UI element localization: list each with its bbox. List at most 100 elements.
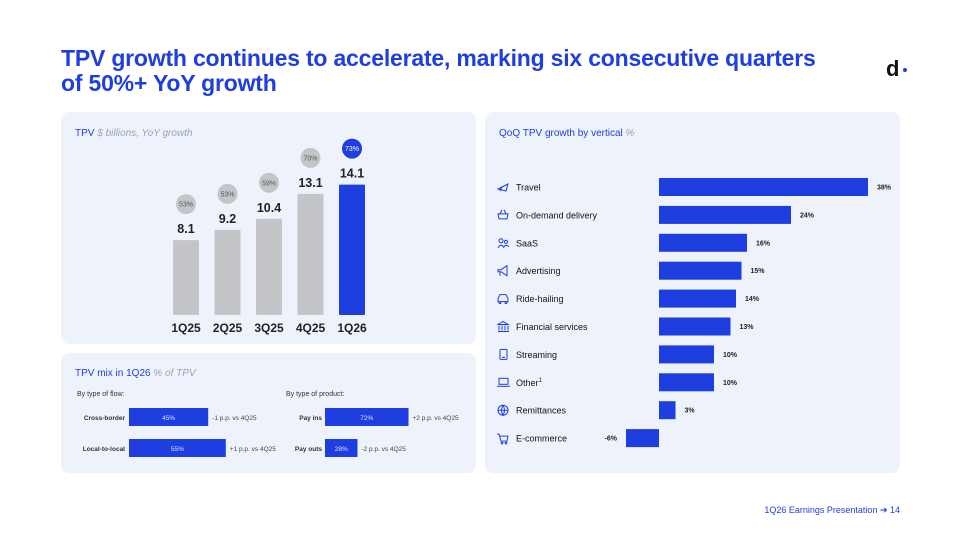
laptop-icon — [497, 377, 510, 387]
qoq-card-label: QoQ TPV growth by vertical % — [499, 128, 634, 139]
megaphone-icon — [497, 264, 508, 277]
tpv-sublabel: $ billions, YoY growth — [97, 128, 193, 139]
tpv-category-label: 1Q25 — [171, 321, 201, 335]
qoq-bar — [659, 401, 676, 420]
tpv-value-label: 13.1 — [298, 176, 322, 190]
tpv-category-label: 2Q25 — [213, 321, 243, 335]
cart-icon — [497, 433, 509, 445]
brand-logo: d — [886, 56, 900, 81]
qoq-category-label: Streaming — [516, 350, 557, 360]
tpv-growth-bubble — [217, 183, 238, 204]
globe-icon — [497, 404, 509, 417]
qoq-category-label: Ride-hailing — [516, 294, 564, 304]
tpv-bar — [256, 218, 282, 315]
qoq-card: QoQ TPV growth by vertical % Travel 38% On… — [485, 112, 900, 473]
qoq-value-label: 24% — [800, 212, 815, 219]
tpv-growth-label: 70% — [303, 155, 317, 162]
qoq-footnote-marker: 1 — [539, 378, 543, 384]
qoq-category-label: E-commerce — [516, 434, 567, 444]
tpv-growth-bubble — [342, 138, 362, 159]
mix-bar — [325, 408, 409, 426]
tpv-bar — [173, 240, 199, 315]
mix-bar — [325, 439, 358, 457]
tpv-value-label: 9.2 — [219, 212, 236, 226]
tpv-mix-card: TPV mix in 1Q26 % of TPV By type of flow… — [61, 353, 476, 473]
footer-page-label: 1Q26 Earnings Presentation ➔ 14 — [764, 505, 900, 515]
tpv-growth-label: 59% — [262, 180, 276, 187]
people-icon — [497, 238, 510, 249]
tpv-category-label: 4Q25 — [296, 321, 326, 335]
qoq-category-label: Other1 — [516, 378, 543, 388]
mix-change-annotation: +2 p.p. vs 4Q25 — [413, 415, 459, 422]
qoq-value-label: -6% — [605, 436, 618, 443]
qoq-bar — [659, 178, 868, 196]
tpv-bar — [214, 229, 241, 315]
qoq-bar — [659, 233, 747, 252]
phone-icon — [499, 348, 508, 360]
mix-sublabel: % of TPV — [153, 368, 196, 379]
mix-value-label: 55% — [171, 446, 184, 453]
mix-value-label: 72% — [360, 415, 373, 422]
qoq-category-label: On-demand delivery — [516, 210, 598, 220]
mix-card-label: TPV mix in 1Q26 % of TPV — [75, 368, 196, 379]
mix-change-annotation: +1 p.p. vs 4Q25 — [230, 446, 276, 453]
tpv-label: TPV — [75, 128, 95, 139]
qoq-bar — [659, 317, 731, 336]
tpv-value-label: 10.4 — [257, 201, 281, 215]
qoq-category-label: Remittances — [516, 406, 567, 416]
qoq-value-label: 13% — [740, 324, 755, 331]
qoq-value-label: 10% — [723, 380, 738, 387]
tpv-category-label: 3Q25 — [254, 321, 284, 335]
mix-change-annotation: -1 p.p. vs 4Q25 — [212, 415, 257, 422]
qoq-category-label: Advertising — [516, 266, 561, 276]
tpv-value-label: 8.1 — [177, 222, 194, 236]
mix-category-label: Pay ins — [299, 415, 322, 422]
tpv-growth-label: 73% — [345, 146, 359, 153]
tpv-card-label: TPV $ billions, YoY growth — [75, 128, 192, 139]
brand-logo-dot — [903, 68, 907, 72]
slide-title: TPV growth continues to accelerate, mark… — [61, 45, 816, 96]
tpv-card: TPV $ billions, YoY growth 8.1 53% 1Q25 9.2… — [61, 112, 476, 344]
qoq-bar — [659, 205, 791, 224]
qoq-bar — [659, 289, 736, 308]
tpv-growth-bubble — [259, 172, 279, 193]
tpv-value-label: 14.1 — [340, 167, 364, 181]
qoq-bar — [626, 429, 659, 448]
qoq-category-label: Financial services — [516, 322, 588, 332]
flow-heading: By type of flow: — [77, 391, 125, 398]
tpv-category-label: 1Q26 — [337, 321, 367, 335]
mix-value-label: 45% — [162, 415, 175, 422]
mix-bar — [129, 439, 226, 457]
qoq-category-label: Travel — [516, 183, 541, 193]
product-heading: By type of product: — [286, 391, 345, 398]
qoq-value-label: 10% — [723, 352, 738, 359]
qoq-bar — [659, 345, 714, 364]
tpv-bar-chart: 8.1 53% 1Q25 9.2 53% 2Q25 10.4 59% 3Q25 13.1 70% 4Q… — [171, 138, 367, 335]
qoq-value-label: 15% — [751, 268, 766, 275]
car-icon — [497, 294, 509, 305]
bank-icon — [496, 320, 510, 332]
qoq-value-label: 14% — [745, 296, 760, 303]
qoq-value-label: 16% — [756, 240, 771, 247]
plane-icon — [496, 183, 509, 192]
mix-value-label: 28% — [335, 446, 348, 453]
qoq-bar — [659, 261, 742, 280]
qoq-value-label: 38% — [877, 185, 892, 192]
qoq-label: QoQ TPV growth by vertical — [499, 128, 623, 139]
mix-change-annotation: -2 p.p. vs 4Q25 — [361, 446, 406, 453]
qoq-value-label: 3% — [685, 408, 696, 415]
mix-category-label: Local-to-local — [83, 446, 125, 453]
tpv-growth-label: 53% — [179, 202, 193, 209]
mix-label: TPV mix in 1Q26 — [75, 368, 151, 379]
mix-category-label: Cross-border — [84, 415, 126, 422]
tpv-mix-chart: Cross-border 45% -1 p.p. vs 4Q25 Local-to-l… — [83, 408, 459, 457]
tpv-bar — [297, 193, 324, 315]
tpv-bar — [339, 184, 365, 315]
qoq-bar — [659, 373, 714, 392]
mix-category-label: Pay outs — [295, 446, 322, 453]
qoq-bar-chart: Travel 38% On-demand delivery 24% SaaS 16% Adv… — [496, 178, 892, 448]
tpv-growth-bubble — [176, 194, 196, 215]
qoq-category-label: SaaS — [516, 238, 538, 248]
qoq-sublabel: % — [625, 128, 635, 139]
tpv-growth-label: 53% — [220, 191, 234, 198]
